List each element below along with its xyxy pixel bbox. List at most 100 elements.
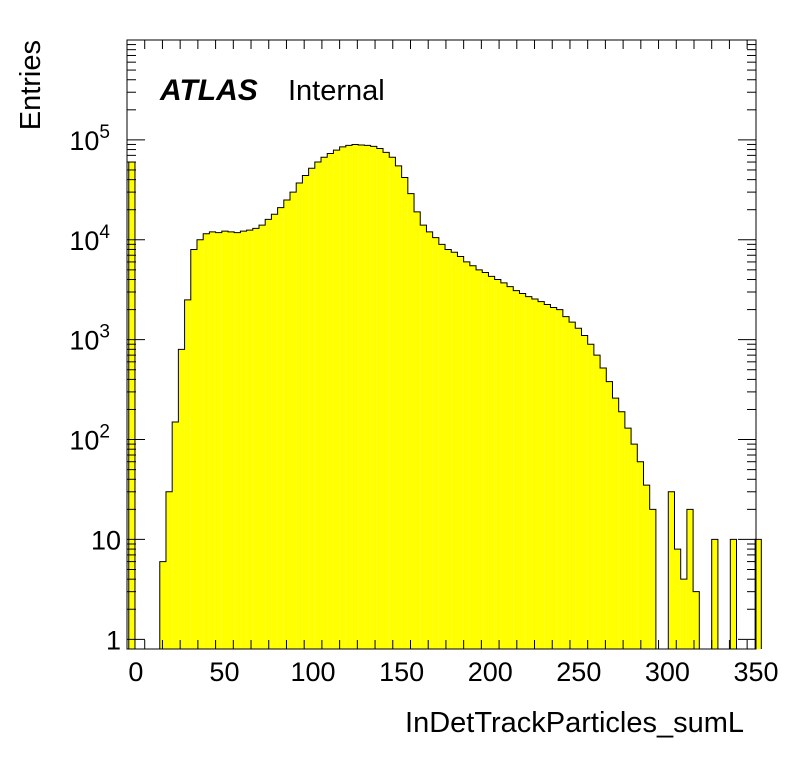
- histogram-bars: [128, 143, 762, 650]
- histogram-bar: [370, 146, 377, 650]
- histogram-bar: [283, 200, 291, 650]
- histogram-bar: [438, 244, 446, 650]
- histogram-bar: [562, 316, 570, 649]
- histogram-bar: [215, 232, 222, 650]
- histogram-bar: [196, 239, 204, 650]
- histogram-bar: [507, 286, 514, 649]
- histogram-bar: [227, 231, 235, 649]
- histogram-bar: [389, 157, 396, 650]
- histogram-bar: [395, 165, 402, 649]
- histogram-bar: [221, 231, 228, 649]
- histogram-bar: [575, 328, 582, 649]
- histogram-bar: [420, 225, 427, 650]
- y-tick-label: 102: [69, 422, 110, 456]
- y-tick-label: 104: [69, 222, 110, 256]
- histogram-bar: [649, 509, 656, 649]
- histogram-bar: [674, 549, 681, 649]
- x-tick-label: 250: [556, 657, 601, 687]
- histogram-bar: [513, 290, 520, 649]
- histogram-bar: [159, 561, 166, 649]
- histogram-bar: [302, 175, 309, 650]
- histogram-bar: [128, 162, 135, 650]
- histogram-bar: [668, 491, 675, 649]
- histogram-bar: [252, 228, 260, 649]
- histogram-bar: [432, 237, 439, 649]
- x-tick-label: 350: [733, 657, 778, 687]
- histogram-bar: [414, 211, 421, 649]
- histogram-bar: [525, 296, 532, 649]
- histogram-bar: [364, 145, 371, 649]
- histogram-bar: [203, 233, 210, 649]
- histogram-bar: [234, 232, 241, 650]
- x-tick-label: 300: [645, 657, 690, 687]
- histogram-bar: [556, 309, 563, 649]
- x-tick-label: 200: [468, 657, 513, 687]
- histogram-bar: [240, 231, 247, 649]
- histogram-bar: [358, 144, 365, 649]
- histogram-bar: [271, 214, 278, 649]
- x-axis-title: InDetTrackParticles_sumL: [405, 707, 744, 739]
- histogram-bar: [308, 168, 315, 649]
- histogram-bar: [643, 485, 650, 649]
- histogram-bar: [693, 591, 700, 649]
- histogram-bar: [531, 299, 539, 649]
- histogram-bar: [426, 231, 433, 649]
- y-tick-label: 10: [91, 525, 121, 555]
- histogram-bar: [296, 183, 303, 649]
- histogram-bar: [488, 276, 495, 649]
- axis-ticks: [126, 40, 756, 649]
- histogram-bar: [290, 192, 297, 649]
- y-tick-label: 105: [69, 122, 110, 156]
- histogram-bar: [209, 231, 216, 649]
- histogram-bar: [184, 299, 191, 649]
- histogram-bar: [730, 539, 737, 649]
- histogram-bar: [519, 293, 526, 649]
- histogram-bar: [407, 193, 415, 649]
- y-tick-label: 1: [106, 625, 121, 655]
- histogram-bar: [538, 301, 545, 649]
- histogram-bar: [581, 335, 588, 649]
- histogram-bar: [469, 265, 477, 649]
- y-axis-title: Entries: [15, 40, 47, 130]
- x-tick-label: 100: [291, 657, 336, 687]
- histogram-bar: [314, 162, 322, 650]
- histogram-bar: [686, 509, 694, 649]
- histogram-bar: [587, 344, 594, 649]
- histogram-bar: [333, 150, 340, 649]
- histogram-bar: [612, 398, 619, 649]
- histogram-bar: [190, 249, 197, 649]
- histogram-bar: [600, 368, 607, 649]
- histogram-bar: [246, 230, 253, 649]
- histogram-bar: [711, 539, 718, 649]
- histogram-bar: [345, 145, 353, 649]
- histogram-bar: [445, 249, 452, 649]
- histogram-bar: [401, 177, 408, 649]
- histogram-bar: [339, 146, 346, 649]
- histogram-bar: [624, 428, 632, 649]
- histogram-bar: [376, 148, 384, 649]
- histogram-bar: [457, 256, 464, 649]
- histogram-bar: [165, 491, 173, 649]
- histogram-bar: [631, 444, 638, 649]
- histogram-bar: [544, 304, 551, 649]
- y-tick-label: 103: [69, 322, 110, 356]
- histogram-bar: [637, 461, 644, 649]
- histogram-bar: [172, 421, 179, 649]
- x-tick-label: 50: [209, 657, 239, 687]
- histogram-bar: [327, 153, 334, 650]
- x-tick-label: 0: [128, 657, 143, 687]
- histogram-bar: [383, 152, 390, 649]
- atlas-label: ATLAS: [159, 74, 258, 107]
- histogram-bar: [494, 279, 501, 649]
- histogram-bar: [178, 349, 185, 649]
- histogram-bar: [352, 144, 359, 650]
- histogram-bar: [277, 207, 284, 649]
- histogram-outline: [128, 143, 762, 650]
- histogram-bar: [451, 252, 458, 649]
- histogram-bar: [482, 272, 489, 649]
- histogram-bar: [265, 219, 272, 649]
- histogram-bar: [680, 579, 687, 649]
- histogram-bar: [606, 381, 613, 649]
- histogram-bar: [755, 539, 762, 649]
